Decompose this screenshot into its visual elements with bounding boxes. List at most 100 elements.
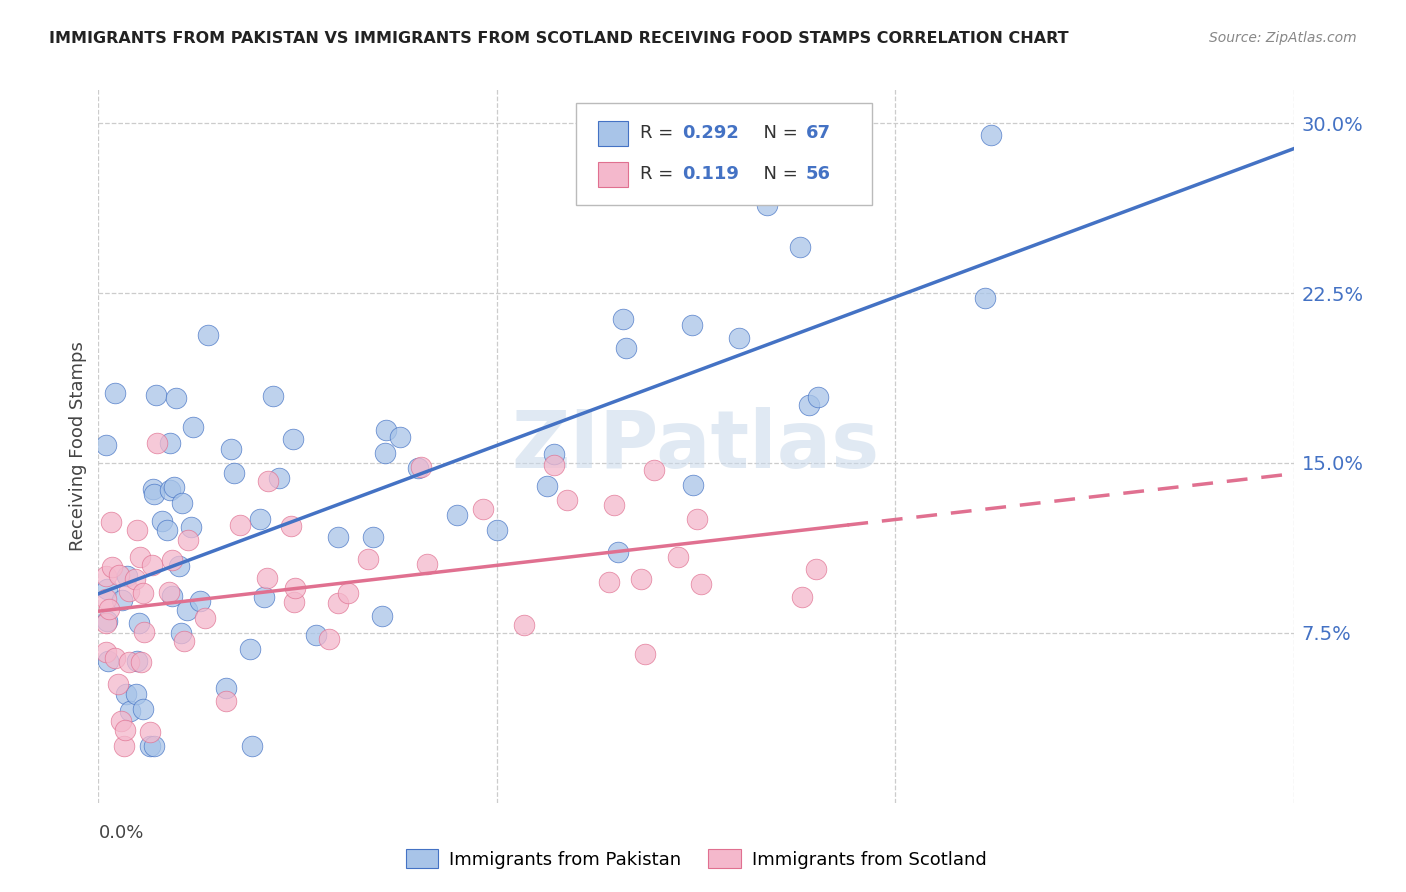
Point bbox=[183, 420, 205, 434]
Point bbox=[374, 446, 396, 460]
Point bbox=[104, 650, 127, 665]
Point bbox=[150, 514, 173, 528]
Point bbox=[790, 591, 813, 605]
Point bbox=[167, 559, 190, 574]
Point bbox=[543, 447, 565, 461]
Point bbox=[240, 739, 263, 754]
Point bbox=[807, 390, 830, 404]
Point bbox=[125, 687, 148, 701]
Point bbox=[281, 432, 304, 446]
Point bbox=[107, 676, 129, 690]
Point bbox=[96, 644, 118, 658]
Point bbox=[197, 327, 219, 342]
Text: N =: N = bbox=[752, 166, 804, 184]
Point bbox=[165, 391, 187, 405]
Point bbox=[100, 515, 122, 529]
Point bbox=[163, 479, 186, 493]
Point bbox=[363, 531, 385, 545]
Point bbox=[357, 551, 380, 566]
Point bbox=[598, 575, 620, 590]
Point bbox=[408, 460, 430, 475]
Point bbox=[682, 477, 704, 491]
Point bbox=[690, 577, 713, 591]
Point bbox=[170, 496, 193, 510]
Point bbox=[160, 590, 183, 604]
Point bbox=[409, 459, 432, 474]
Text: R =: R = bbox=[640, 166, 685, 184]
Point bbox=[96, 614, 118, 628]
Point bbox=[388, 429, 411, 443]
Point bbox=[256, 571, 278, 585]
Point bbox=[159, 436, 181, 450]
Point bbox=[283, 595, 305, 609]
Text: IMMIGRANTS FROM PAKISTAN VS IMMIGRANTS FROM SCOTLAND RECEIVING FOOD STAMPS CORRE: IMMIGRANTS FROM PAKISTAN VS IMMIGRANTS F… bbox=[49, 31, 1069, 46]
Point bbox=[97, 654, 120, 668]
Point bbox=[129, 550, 152, 565]
Point bbox=[96, 438, 118, 452]
Point bbox=[160, 553, 183, 567]
Point bbox=[666, 550, 689, 565]
Legend: Immigrants from Pakistan, Immigrants from Scotland: Immigrants from Pakistan, Immigrants fro… bbox=[398, 841, 994, 876]
Point bbox=[139, 725, 162, 739]
Point bbox=[98, 601, 121, 615]
Point bbox=[170, 625, 193, 640]
Point bbox=[643, 463, 665, 477]
Point bbox=[612, 312, 634, 326]
Point bbox=[118, 583, 141, 598]
Point bbox=[284, 582, 307, 596]
Point bbox=[188, 594, 211, 608]
Point bbox=[630, 572, 652, 586]
Point bbox=[980, 128, 1002, 142]
Point bbox=[118, 704, 141, 718]
Text: N =: N = bbox=[752, 124, 804, 142]
Point bbox=[143, 739, 166, 754]
Point bbox=[132, 625, 155, 640]
Point bbox=[727, 331, 749, 345]
Point bbox=[173, 634, 195, 648]
Text: R =: R = bbox=[640, 124, 679, 142]
Text: 0.292: 0.292 bbox=[682, 124, 738, 142]
Point bbox=[224, 466, 246, 480]
Point bbox=[219, 442, 242, 457]
Point bbox=[104, 386, 127, 401]
Point bbox=[686, 512, 709, 526]
Point bbox=[416, 557, 439, 571]
Text: 67: 67 bbox=[806, 124, 831, 142]
Point bbox=[96, 591, 118, 606]
Point bbox=[124, 572, 146, 586]
Point bbox=[318, 632, 340, 647]
Text: Source: ZipAtlas.com: Source: ZipAtlas.com bbox=[1209, 31, 1357, 45]
Point bbox=[139, 739, 162, 754]
Point bbox=[446, 508, 468, 522]
Point bbox=[555, 492, 578, 507]
Point bbox=[973, 291, 995, 305]
Point bbox=[789, 240, 811, 254]
Point bbox=[141, 558, 163, 572]
Point bbox=[253, 590, 276, 604]
Point bbox=[374, 424, 396, 438]
Point bbox=[118, 655, 141, 669]
Point bbox=[280, 519, 302, 533]
Point bbox=[142, 487, 165, 501]
Point bbox=[131, 586, 153, 600]
Point bbox=[536, 478, 558, 492]
Point bbox=[370, 609, 392, 624]
Text: 0.119: 0.119 bbox=[682, 166, 738, 184]
Point bbox=[114, 687, 136, 701]
Point bbox=[215, 694, 238, 708]
Point bbox=[156, 523, 179, 537]
Text: ZIPatlas: ZIPatlas bbox=[512, 407, 880, 485]
Point bbox=[634, 648, 657, 662]
Point bbox=[269, 471, 291, 485]
Point bbox=[110, 714, 132, 728]
Point bbox=[215, 681, 238, 695]
Point bbox=[146, 435, 169, 450]
Point bbox=[111, 593, 134, 607]
Point bbox=[114, 723, 136, 737]
Point bbox=[101, 559, 124, 574]
Point bbox=[305, 628, 328, 642]
Point bbox=[112, 739, 135, 754]
Point bbox=[180, 520, 202, 534]
Text: 56: 56 bbox=[806, 166, 831, 184]
Point bbox=[142, 482, 165, 496]
